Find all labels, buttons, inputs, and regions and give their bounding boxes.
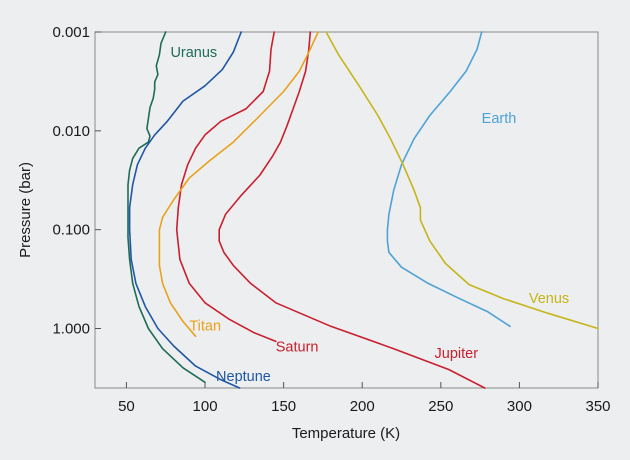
series-label-uranus: Uranus bbox=[170, 45, 217, 61]
x-tick-label: 350 bbox=[585, 398, 610, 415]
x-axis-title: Temperature (K) bbox=[292, 425, 400, 442]
plot-frame bbox=[94, 31, 599, 389]
series-line-jupiter bbox=[218, 31, 486, 389]
series-line-titan bbox=[158, 31, 319, 338]
x-tick-label: 100 bbox=[193, 398, 218, 415]
series-label-venus: Venus bbox=[529, 291, 569, 307]
series-label-earth: Earth bbox=[482, 111, 517, 127]
series-line-uranus bbox=[127, 31, 206, 384]
series-line-earth bbox=[386, 31, 511, 328]
y-tick-label: 0.001 bbox=[52, 24, 90, 41]
x-tick-label: 150 bbox=[271, 398, 296, 415]
series-label-titan: Titan bbox=[189, 319, 221, 335]
y-tick-label: 0.010 bbox=[52, 123, 90, 140]
y-axis: 0.001 0.010 0.100 1.000 bbox=[52, 24, 101, 337]
series-line-neptune bbox=[128, 31, 242, 389]
x-tick-label: 50 bbox=[118, 398, 135, 415]
series-line-saturn bbox=[175, 31, 277, 343]
series-label-saturn: Saturn bbox=[276, 339, 319, 355]
y-tick-label: 1.000 bbox=[52, 320, 90, 337]
x-tick-label: 200 bbox=[350, 398, 375, 415]
series-label-jupiter: Jupiter bbox=[435, 346, 479, 362]
y-tick-label: 0.100 bbox=[52, 222, 90, 239]
series-labels: Uranus Neptune Saturn Jupiter Titan Earth Venu… bbox=[170, 45, 569, 385]
x-tick-label: 250 bbox=[428, 398, 453, 415]
series-lines bbox=[127, 31, 599, 389]
series-label-neptune: Neptune bbox=[216, 369, 271, 385]
series-line-venus bbox=[325, 31, 599, 330]
plot-area-border bbox=[94, 31, 599, 389]
x-axis: 50 100 150 200 250 300 350 bbox=[118, 382, 611, 415]
x-tick-label: 300 bbox=[507, 398, 532, 415]
y-axis-title: Pressure (bar) bbox=[17, 162, 34, 258]
